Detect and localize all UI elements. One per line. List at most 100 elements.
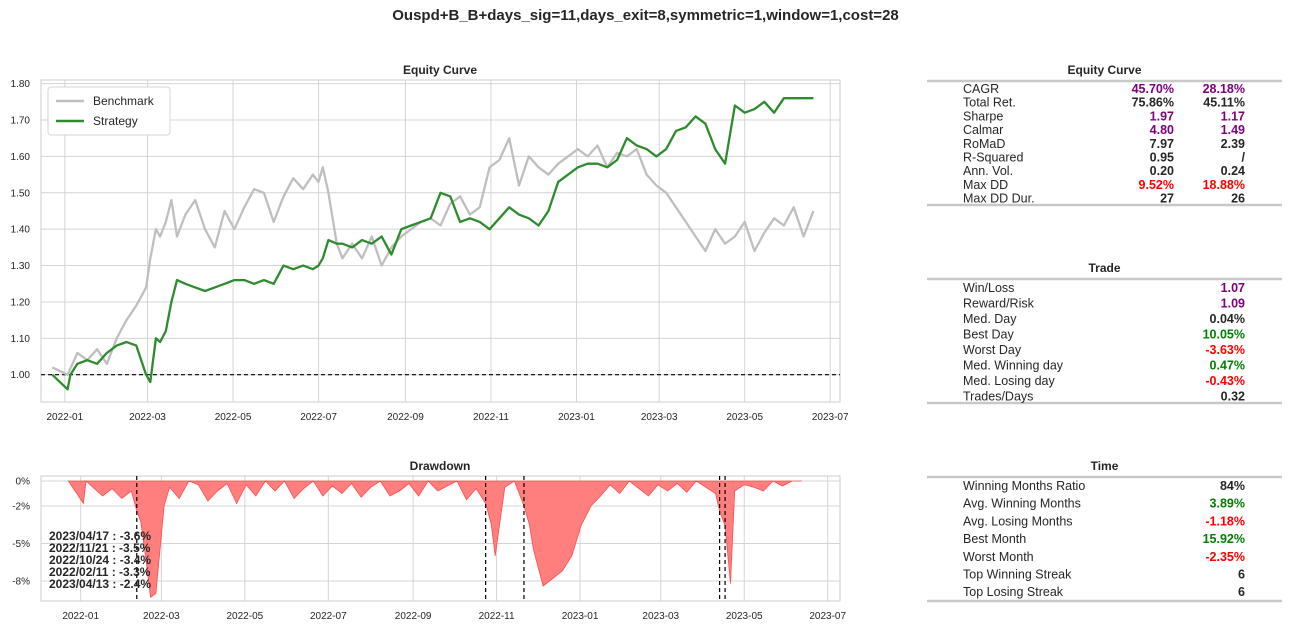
drawdown-x-tick-label: 2023-03 (642, 611, 679, 622)
trade-stats-value: 1.07 (1221, 281, 1245, 295)
equity-stats-label: Calmar (963, 123, 1003, 137)
drawdown-x-tick-label: 2022-07 (310, 611, 347, 622)
equity-stats-strategy-value: 0.95 (1150, 151, 1174, 165)
equity-x-tick-label: 2023-03 (641, 412, 678, 423)
equity-stats-label: Sharpe (963, 109, 1003, 123)
equity-y-tick-label: 1.60 (11, 152, 31, 163)
equity-stats-strategy-value: 45.70% (1132, 82, 1174, 96)
trade-stats-label: Reward/Risk (963, 297, 1035, 311)
equity-grid (41, 80, 840, 402)
trade-stats-value: -3.63% (1205, 343, 1245, 357)
drawdown-annotation-label: 2022/10/24 : -3.4% (49, 553, 151, 567)
drawdown-annotation-label: 2023/04/17 : -3.6% (49, 529, 151, 543)
drawdown-y-ticks: 0% -2% -5% -8% (12, 477, 30, 588)
equity-curve-axes: 1.00 1.10 1.20 1.30 1.40 1.50 1.60 1.70 1.80 202… (11, 63, 849, 423)
drawdown-y-tick-label: 0% (16, 477, 31, 488)
time-stats-value: 3.89% (1210, 497, 1245, 511)
equity-stats-strategy-value: 1.97 (1150, 109, 1174, 123)
drawdown-chart-title: Drawdown (410, 459, 471, 473)
legend-box (47, 86, 171, 136)
equity-y-tick-label: 1.00 (11, 370, 31, 381)
time-stats-value: 84% (1220, 479, 1245, 493)
trade-stats-label: Med. Day (963, 312, 1017, 326)
time-stats-label: Best Month (963, 532, 1026, 546)
equity-x-tick-label: 2022-05 (215, 412, 252, 423)
equity-y-tick-label: 1.10 (11, 334, 31, 345)
time-stats-value: -1.18% (1205, 514, 1245, 528)
time-stats-label: Winning Months Ratio (963, 479, 1085, 493)
drawdown-plot-area (40, 475, 841, 602)
drawdown-x-tick-label: 2022-11 (479, 611, 515, 622)
trade-stats-value: 0.32 (1221, 390, 1245, 404)
trade-stats-value: -0.43% (1205, 374, 1245, 388)
equity-stats-label: CAGR (963, 82, 999, 96)
time-stats-value: 15.92% (1203, 532, 1245, 546)
equity-stats-label: Ann. Vol. (963, 164, 1013, 178)
trade-stats-value: 0.04% (1210, 312, 1245, 326)
trade-stats-label: Trades/Days (963, 390, 1033, 404)
equity-y-ticks: 1.00 1.10 1.20 1.30 1.40 1.50 1.60 1.70 1.80 (11, 79, 31, 381)
equity-x-tick-label: 2022-01 (46, 412, 83, 423)
drawdown-y-tick-label: -2% (12, 502, 30, 513)
equity-y-tick-label: 1.70 (11, 116, 31, 127)
drawdown-x-ticks: 2022-01 2022-03 2022-05 2022-07 2022-09 2022-… (62, 611, 846, 622)
equity-stats-benchmark-value: 2.39 (1221, 137, 1245, 151)
time-stats-label: Top Losing Streak (963, 585, 1064, 599)
trade-stats-label: Win/Loss (963, 281, 1014, 295)
time-stats-label: Avg. Winning Months (963, 497, 1081, 511)
drawdown-x-tick-label: 2022-05 (227, 611, 264, 622)
equity-chart-title: Equity Curve (403, 63, 477, 77)
equity-stats-benchmark-value: 1.49 (1221, 123, 1245, 137)
equity-stats-label: RoMaD (963, 137, 1005, 151)
equity-stats-benchmark-value: 1.17 (1221, 109, 1245, 123)
trade-stats-label: Best Day (963, 328, 1014, 342)
equity-stats-strategy-value: 75.86% (1132, 96, 1174, 110)
drawdown-x-tick-label: 2022-09 (395, 611, 432, 622)
trade-stats-label: Med. Losing day (963, 374, 1055, 388)
equity-y-tick-label: 1.80 (11, 79, 31, 90)
trade-stats-table-title: Trade (1088, 261, 1120, 275)
time-stats-value: 6 (1238, 568, 1245, 582)
drawdown-area (67, 480, 802, 599)
trade-stats-label: Med. Winning day (963, 359, 1064, 373)
equity-x-ticks: 2022-01 2022-03 2022-05 2022-07 2022-09 2022-… (46, 412, 848, 423)
equity-stats-benchmark-value: 26 (1231, 192, 1245, 206)
time-stats-label: Top Winning Streak (963, 568, 1072, 582)
equity-stats-strategy-value: 27 (1160, 192, 1174, 206)
trade-stats-label: Worst Day (963, 343, 1022, 357)
equity-series (51, 97, 815, 391)
time-stats-table: Time Winning Months Ratio 84% Avg. Winning … (927, 459, 1282, 603)
figure-title: Ouspd+B_B+days_sig=11,days_exit=8,symmet… (392, 7, 899, 24)
legend-benchmark-label: Benchmark (93, 94, 155, 108)
time-stats-value: 6 (1238, 585, 1245, 599)
drawdown-annotation-label: 2022/11/21 : -3.5% (49, 541, 151, 555)
equity-stats-strategy-value: 4.80 (1150, 123, 1174, 137)
equity-stats-strategy-value: 7.97 (1150, 137, 1174, 151)
equity-x-tick-label: 2022-07 (300, 412, 337, 423)
time-stats-value: -2.35% (1205, 550, 1245, 564)
drawdown-x-tick-label: 2023-01 (562, 611, 599, 622)
time-stats-label: Worst Month (963, 550, 1034, 564)
equity-stats-benchmark-value: / (1242, 151, 1246, 165)
strategy-line (51, 97, 814, 391)
drawdown-y-tick-label: -8% (12, 577, 30, 588)
trade-stats-value: 0.47% (1210, 359, 1245, 373)
equity-stats-table: Equity Curve CAGR 45.70% 28.18% Total Ret. 75… (927, 63, 1282, 207)
equity-y-tick-label: 1.40 (11, 225, 31, 236)
drawdown-x-tick-label: 2022-01 (62, 611, 99, 622)
equity-y-tick-label: 1.30 (11, 261, 31, 272)
equity-x-tick-label: 2023-05 (726, 412, 763, 423)
drawdown-x-tick-label: 2022-03 (143, 611, 180, 622)
equity-stats-label: Max DD (963, 178, 1008, 192)
equity-legend: Benchmark Strategy (47, 86, 171, 136)
drawdown-axes: 0% -2% -5% -8% 2022-01 2022-03 2022-05 2022-07… (12, 459, 846, 622)
equity-stats-benchmark-value: 28.18% (1203, 82, 1245, 96)
equity-stats-label: Max DD Dur. (963, 192, 1035, 206)
trade-stats-value: 10.05% (1203, 328, 1245, 342)
drawdown-x-tick-label: 2023-07 (809, 611, 846, 622)
drawdown-annotations: 2023/04/17 : -3.6%2022/11/21 : -3.5%2022… (49, 529, 151, 591)
equity-y-tick-label: 1.50 (11, 188, 31, 199)
equity-x-tick-label: 2022-09 (387, 412, 424, 423)
equity-stats-strategy-value: 0.20 (1150, 164, 1174, 178)
